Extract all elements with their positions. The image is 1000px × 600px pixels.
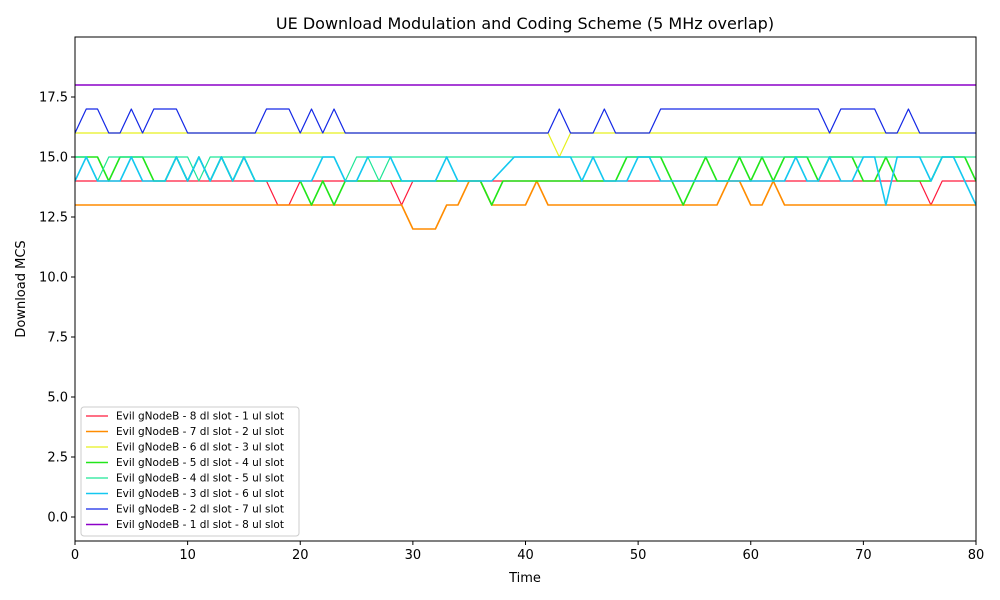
legend-label: Evil gNodeB - 5 dl slot - 4 ul slot — [116, 457, 284, 469]
series-line-6 — [75, 156, 976, 206]
x-tick-label: 60 — [742, 548, 759, 563]
x-tick-label: 80 — [968, 548, 985, 563]
x-tick-label: 30 — [405, 548, 422, 563]
legend-label: Evil gNodeB - 3 dl slot - 6 ul slot — [116, 488, 284, 500]
y-tick-label: 17.5 — [39, 91, 68, 106]
x-axis-title: Time — [508, 571, 541, 586]
legend-label: Evil gNodeB - 1 dl slot - 8 ul slot — [116, 519, 284, 531]
legend-label: Evil gNodeB - 4 dl slot - 5 ul slot — [116, 473, 284, 485]
series-layer — [75, 84, 976, 230]
x-tick-label: 70 — [855, 548, 872, 563]
legend-items: Evil gNodeB - 8 dl slot - 1 ul slot Evil … — [86, 411, 284, 531]
legend: Evil gNodeB - 8 dl slot - 1 ul slot Evil … — [80, 406, 300, 537]
y-tick-label: 10.0 — [39, 271, 68, 286]
legend-box — [80, 406, 300, 537]
series-line-7 — [75, 108, 976, 134]
legend-label: Evil gNodeB - 2 dl slot - 7 ul slot — [116, 504, 284, 516]
y-tick-label: 2.5 — [47, 451, 68, 466]
legend-label: Evil gNodeB - 7 dl slot - 2 ul slot — [116, 426, 284, 438]
legend-label: Evil gNodeB - 6 dl slot - 3 ul slot — [116, 442, 284, 454]
x-tick-label: 20 — [292, 548, 309, 563]
series-line-3 — [75, 132, 976, 158]
y-axis: 0.0 2.5 5.0 7.5 10.0 12.5 15.0 17.5 — [39, 91, 75, 526]
series-line-5 — [75, 156, 976, 182]
x-tick-label: 40 — [517, 548, 534, 563]
y-tick-label: 12.5 — [39, 211, 68, 226]
chart-title: UE Download Modulation and Coding Scheme… — [276, 14, 774, 33]
x-axis: 0 10 20 30 40 50 60 70 80 — [71, 541, 984, 563]
series-line-2 — [75, 180, 976, 230]
x-tick-label: 0 — [71, 548, 79, 563]
series-line-1 — [75, 180, 976, 206]
y-axis-title: Download MCS — [14, 240, 29, 337]
y-tick-label: 7.5 — [47, 331, 68, 346]
y-tick-label: 0.0 — [47, 511, 68, 526]
x-tick-label: 50 — [630, 548, 647, 563]
y-tick-label: 15.0 — [39, 151, 68, 166]
x-tick-label: 10 — [179, 548, 196, 563]
legend-label: Evil gNodeB - 8 dl slot - 1 ul slot — [116, 411, 284, 423]
y-tick-label: 5.0 — [47, 391, 68, 406]
plot-area — [74, 36, 977, 542]
